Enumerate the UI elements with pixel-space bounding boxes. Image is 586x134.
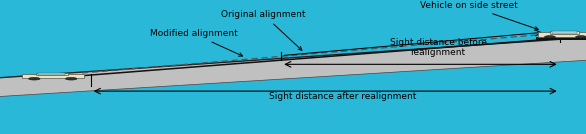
Bar bbox=[552, 31, 577, 34]
Bar bbox=[36, 72, 67, 75]
Bar bbox=[38, 73, 65, 75]
Text: Original alignment: Original alignment bbox=[222, 10, 306, 50]
Bar bbox=[536, 37, 586, 40]
Text: Sight distance after realignment: Sight distance after realignment bbox=[269, 92, 417, 101]
Circle shape bbox=[29, 77, 40, 80]
Circle shape bbox=[575, 36, 586, 38]
Polygon shape bbox=[0, 38, 586, 96]
Bar bbox=[538, 32, 586, 37]
Text: Sight distance before
realignment: Sight distance before realignment bbox=[390, 38, 486, 57]
Text: Modified alignment: Modified alignment bbox=[149, 29, 243, 56]
Circle shape bbox=[544, 36, 556, 38]
Bar bbox=[22, 74, 83, 78]
Circle shape bbox=[66, 77, 77, 80]
Text: Vehicle on side street: Vehicle on side street bbox=[420, 1, 539, 30]
Bar bbox=[550, 31, 579, 34]
